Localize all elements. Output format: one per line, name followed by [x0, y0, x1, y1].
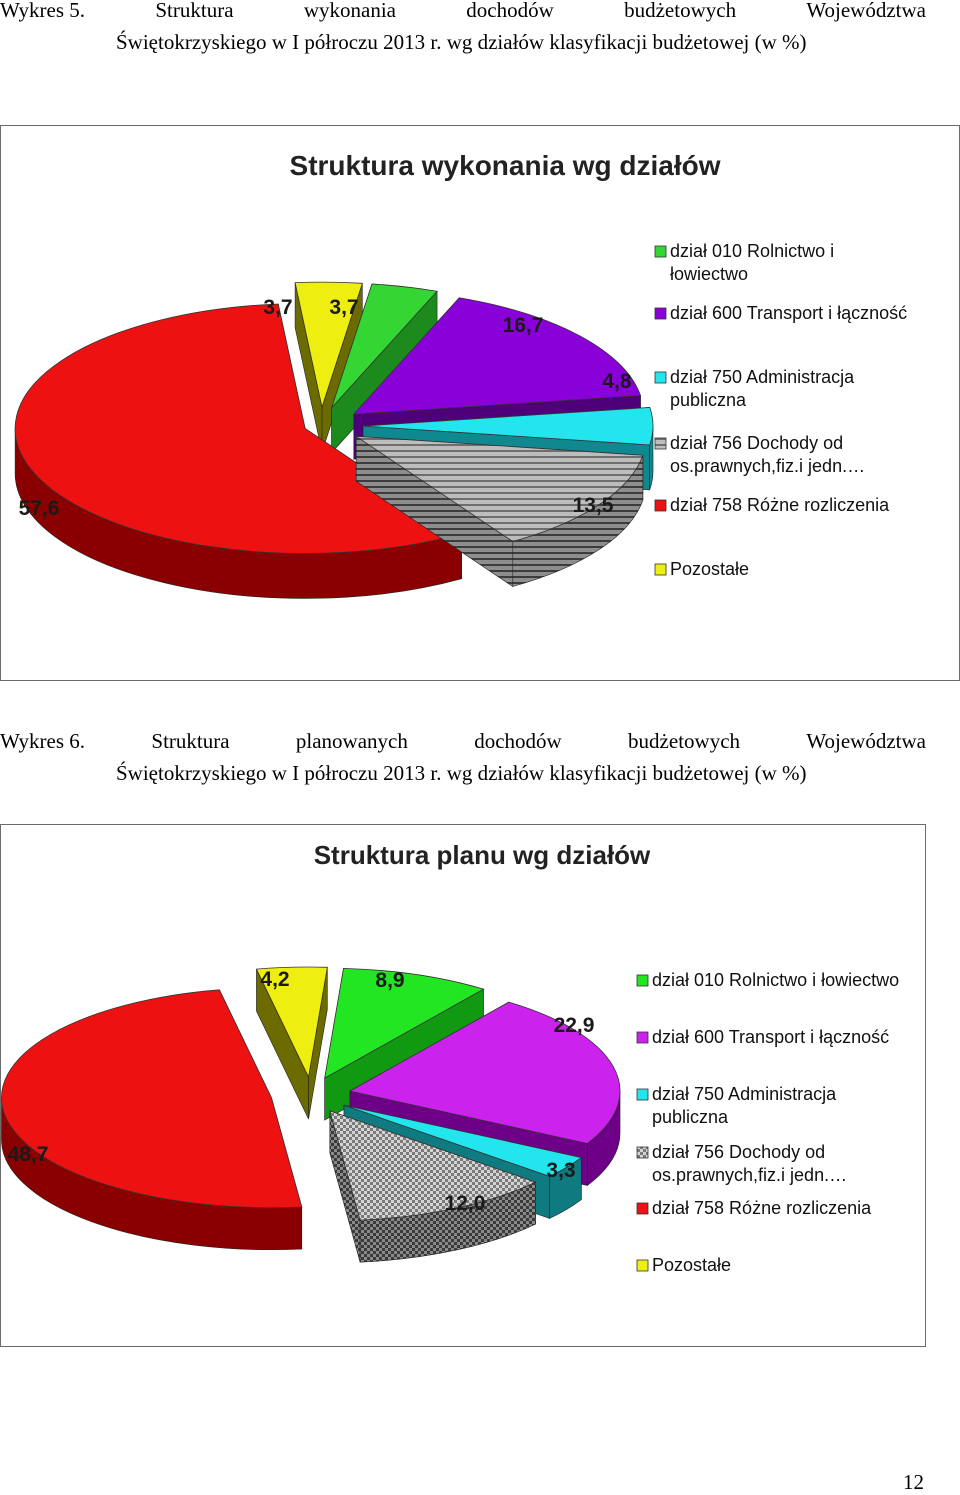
legend-entry-3: dział 756 Dochody od os.prawnych,fiz.i je… — [636, 1142, 847, 1185]
legend-label: publiczna — [670, 390, 747, 410]
pie-slice-5 — [294, 281, 363, 453]
caption-1-continuation: Świętokrzyskiego w I półroczu 2013 r. wg… — [116, 30, 807, 54]
legend-label: publiczna — [652, 1107, 729, 1127]
legend-entry-1: dział 600 Transport i łączność — [654, 303, 907, 323]
caption-word: planowanych — [295, 729, 408, 753]
data-label-0: 8,9 — [375, 969, 404, 992]
pie-chart-plan: Struktura planu wg działów 8,9 22,9 3,3 12,0… — [1, 840, 899, 1275]
legend-label: dział 600 Transport i łączność — [670, 303, 907, 323]
legend-entry-4: dział 758 Różne rozliczenia — [636, 1198, 872, 1218]
legend-swatch — [654, 563, 667, 576]
page-number: 12 — [903, 1470, 924, 1494]
data-label-4: 57,6 — [19, 497, 60, 520]
legend-label: dział 756 Dochody od — [652, 1142, 825, 1162]
legend-entry-0: dział 010 Rolnictwo i łowiectwo — [654, 241, 834, 284]
data-label-3: 13,5 — [573, 494, 614, 517]
data-label-1: 22,9 — [554, 1014, 595, 1037]
chart-caption-2: Wykres 6. Struktura planowanych dochodów… — [0, 725, 926, 789]
caption-word: dochodów — [466, 0, 554, 22]
caption-word: Wykres 5. — [0, 0, 86, 22]
chart-frame-2: Struktura planu wg działów 8,9 22,9 3,3 12,0… — [0, 824, 926, 1347]
pie-slice-4 — [14, 303, 463, 599]
pie-slice-4 — [1, 989, 303, 1251]
chart-frame-1: Struktura wykonania wg działów 3,7 16,7 4,8… — [0, 125, 960, 681]
chart-title: Struktura wykonania wg działów — [290, 150, 721, 181]
chart-caption-1: Wykres 5. Struktura wykonania dochodów b… — [0, 0, 926, 58]
caption-word: wykonania — [303, 0, 396, 22]
legend-swatch — [654, 499, 667, 512]
caption-2-first-line: Wykres 6. Struktura planowanych dochodów… — [0, 725, 926, 757]
legend-swatch — [654, 307, 667, 320]
legend-label: dział 750 Administracja — [670, 367, 855, 387]
legend-swatch — [636, 1202, 649, 1215]
caption-word: Wykres 6. — [0, 729, 86, 753]
legend-label: os.prawnych,fiz.i jedn.… — [670, 456, 865, 476]
legend-label: łowiectwo — [670, 264, 748, 284]
legend-label: dział 600 Transport i łączność — [652, 1027, 889, 1047]
legend-swatch — [636, 974, 649, 987]
legend-label: os.prawnych,fiz.i jedn.… — [652, 1165, 847, 1185]
legend-label: dział 758 Różne rozliczenia — [652, 1198, 872, 1218]
legend-swatch — [654, 245, 667, 258]
data-label-2: 3,3 — [546, 1159, 575, 1182]
data-label-2: 4,8 — [602, 370, 632, 393]
data-label-4: 48,7 — [8, 1143, 49, 1166]
legend-entry-2: dział 750 Administracja publiczna — [654, 367, 855, 410]
caption-word: Województwa — [806, 729, 926, 753]
legend-entry-2: dział 750 Administracja publiczna — [636, 1084, 837, 1127]
caption-word: Województwa — [806, 0, 926, 22]
legend-label: dział 756 Dochody od — [670, 433, 843, 453]
legend-swatch — [654, 437, 667, 450]
legend-swatch — [636, 1088, 649, 1101]
data-label-5: 3,7 — [263, 296, 292, 319]
caption-word: Struktura — [151, 729, 230, 753]
caption-word: Struktura — [155, 0, 234, 22]
legend-label: dział 750 Administracja — [652, 1084, 837, 1104]
legend-swatch — [654, 371, 667, 384]
data-label-1: 16,7 — [503, 314, 544, 337]
legend-entry-5: Pozostałe — [654, 559, 749, 579]
legend-entry-1: dział 600 Transport i łączność — [636, 1027, 889, 1047]
pie-slice-3 — [329, 1110, 537, 1263]
legend-label: dział 010 Rolnictwo i — [670, 241, 834, 261]
pie-slice-5 — [255, 966, 328, 1120]
caption-word: budżetowych — [624, 0, 737, 22]
caption-2-continuation: Świętokrzyskiego w I półroczu 2013 r. wg… — [116, 761, 807, 785]
data-label-3: 12,0 — [445, 1192, 486, 1215]
legend-entry-4: dział 758 Różne rozliczenia — [654, 495, 890, 515]
pie-slice-3 — [354, 435, 644, 588]
legend-swatch — [636, 1259, 649, 1272]
data-label-5: 4,2 — [260, 968, 289, 991]
pie-chart-execution: Struktura wykonania wg działów 3,7 16,7 4,8… — [14, 150, 907, 599]
data-label-0: 3,7 — [329, 296, 358, 319]
legend-swatch — [636, 1146, 649, 1159]
legend-entry-3: dział 756 Dochody od os.prawnych,fiz.i je… — [654, 433, 865, 476]
legend-label: dział 010 Rolnictwo i łowiectwo — [652, 970, 899, 990]
legend-label: dział 758 Różne rozliczenia — [670, 495, 890, 515]
caption-1-first-line: Wykres 5. Struktura wykonania dochodów b… — [0, 0, 926, 26]
legend-entry-0: dział 010 Rolnictwo i łowiectwo — [636, 970, 899, 990]
caption-word: dochodów — [474, 729, 562, 753]
legend-label: Pozostałe — [652, 1255, 731, 1275]
legend-label: Pozostałe — [670, 559, 749, 579]
chart-title: Struktura planu wg działów — [314, 840, 651, 870]
legend-entry-5: Pozostałe — [636, 1255, 731, 1275]
caption-word: budżetowych — [628, 729, 741, 753]
legend-swatch — [636, 1031, 649, 1044]
